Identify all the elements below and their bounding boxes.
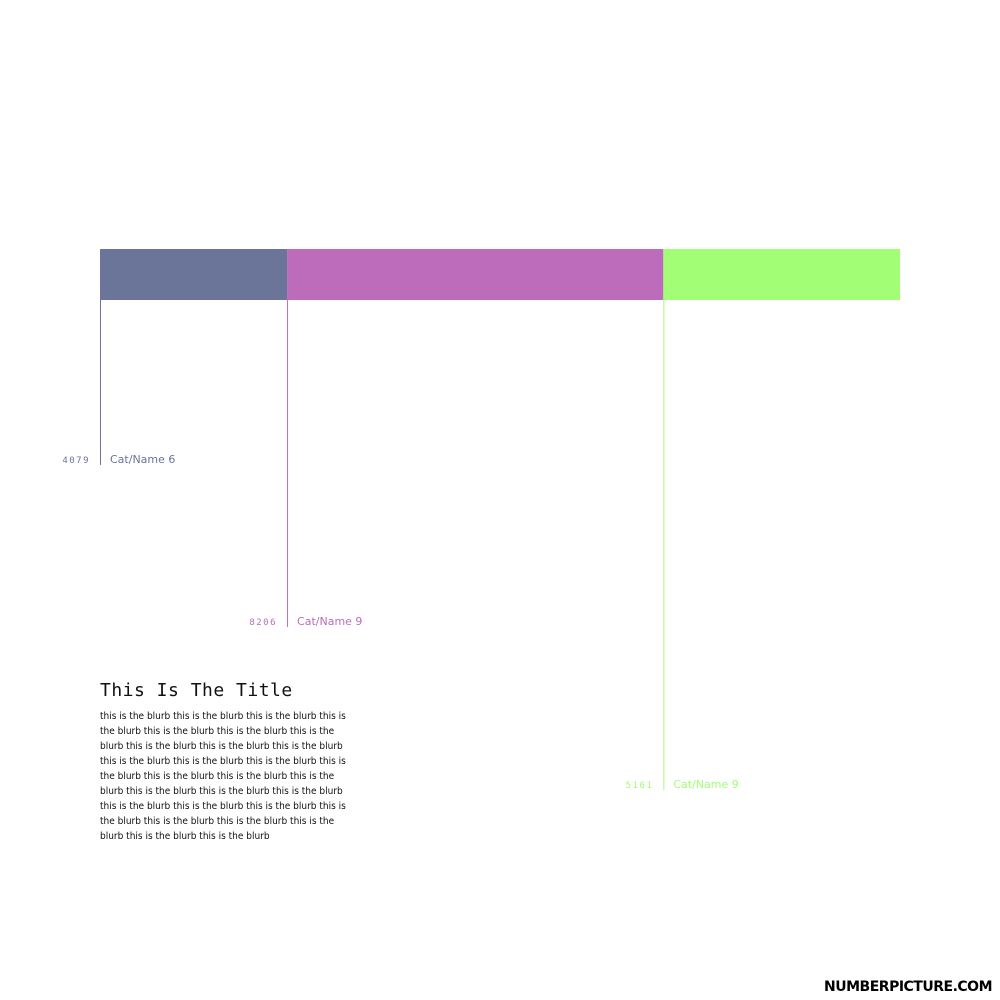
brand-label: NUMBERPICTURE.COM bbox=[824, 979, 992, 995]
bar-segment-3 bbox=[663, 249, 900, 300]
category-label-3: Cat/Name 9 bbox=[673, 778, 738, 791]
chart-title: This Is The Title bbox=[100, 680, 293, 701]
category-label-1: Cat/Name 6 bbox=[110, 453, 175, 466]
value-label-2: 8206 bbox=[249, 618, 277, 628]
chart-blurb: this is the blurb this is the blurb this… bbox=[100, 711, 346, 842]
bar-segment-2 bbox=[287, 249, 664, 300]
value-label-1: 4079 bbox=[62, 456, 90, 466]
bar-segment-1 bbox=[100, 249, 288, 300]
category-label-2: Cat/Name 9 bbox=[297, 615, 362, 628]
value-label-3: 5161 bbox=[626, 781, 654, 791]
